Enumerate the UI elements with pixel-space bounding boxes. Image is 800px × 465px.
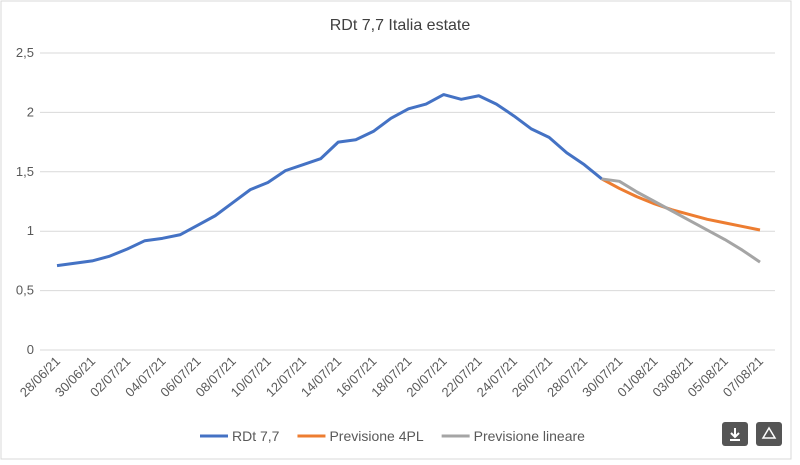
drive-button[interactable] (756, 422, 782, 446)
series-line (56, 93, 603, 268)
y-tick-label: 2 (27, 104, 34, 119)
y-tick-label: 1 (27, 223, 34, 238)
series-line (601, 177, 761, 264)
series-line (601, 177, 761, 232)
legend-label: Previsione 4PL (329, 428, 423, 444)
y-tick-label: 2,5 (16, 45, 34, 60)
legend-label: Previsione lineare (474, 428, 585, 444)
download-button[interactable] (722, 422, 748, 446)
legend-label: RDt 7,7 (232, 428, 280, 444)
y-tick-label: 0,5 (16, 283, 34, 298)
y-tick-label: 0 (27, 342, 34, 357)
y-tick-label: 1,5 (16, 164, 34, 179)
chart-title: RDt 7,7 Italia estate (330, 17, 471, 34)
chart-frame (0, 0, 792, 460)
